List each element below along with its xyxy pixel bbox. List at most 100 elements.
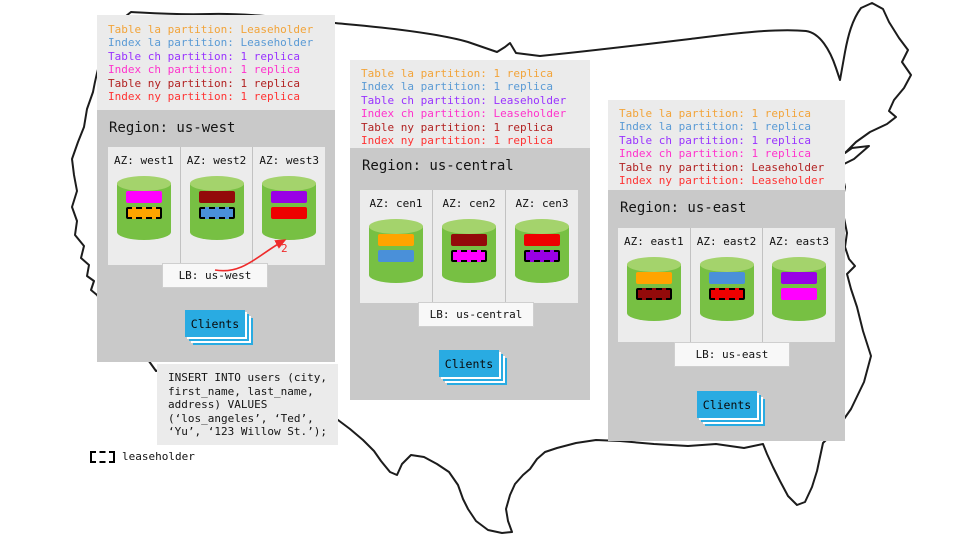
database-node-icon [369,219,423,283]
insert-routing-arrow [214,239,287,272]
az-column: AZ: west1 [108,147,180,265]
az-label: AZ: west2 [186,154,247,167]
partition-replica-bar [708,272,745,284]
partition-replica-bar [708,288,745,300]
az-container: AZ: east1 AZ: east2 [618,228,835,342]
partition-legend-row: Table ch partition: 1 replica [619,133,812,147]
partition-replica-bar [524,250,560,262]
partition-legend-row: Index ch partition: 1 replica [619,147,812,161]
cylinder-top [116,176,171,191]
partition-replica-bar [271,207,308,219]
cylinder-top [369,219,423,234]
partition-legend-row: Table ny partition: Leaseholder [619,160,825,174]
sql-line: (‘los_angeles’, ‘Ted’, [168,411,314,425]
cylinder-top [515,219,569,234]
partition-legend-row: Table la partition: Leaseholder [108,23,314,36]
partition-legend-row: Index ny partition: Leaseholder [619,174,825,188]
partition-legend-row: Table ch partition: Leaseholder [361,93,567,107]
cylinder-top [262,176,317,191]
partition-replica-bar [524,234,560,246]
partition-replica-bar [378,250,414,262]
az-label: AZ: east2 [696,235,757,248]
partition-replica-bar [198,207,235,219]
partition-legend-row: Index ch partition: 1 replica [108,63,301,77]
region-panel-us-west: Region: us-west AZ: west1 AZ: west2 [97,110,335,362]
partition-legend-us-east: Table la partition: 1 replica Index la p… [608,100,845,190]
partition-replica-bar [271,191,308,203]
partition-legend-us-west: Table la partition: Leaseholder Index la… [97,15,335,110]
partition-replica-bar [635,288,672,300]
partition-replica-bar [125,207,162,219]
leaseholder-key: leaseholder [90,450,195,463]
cylinder-top [189,176,244,191]
partition-legend-row: Index la partition: Leaseholder [108,36,314,50]
database-node-icon [189,176,244,240]
database-node-icon [699,257,754,321]
load-balancer-box: LB: us-east [674,342,790,367]
leaseholder-key-label: leaseholder [122,450,195,463]
az-label: AZ: east3 [769,235,829,248]
region-panel-us-east: Region: us-east AZ: east1 AZ: east2 [608,190,845,441]
partition-legend-row: Table ny partition: 1 replica [361,120,554,134]
partition-replica-bar [378,234,414,246]
az-label: AZ: west1 [114,154,174,167]
clients-box: Clients [697,391,757,418]
az-column: AZ: cen3 [505,190,578,303]
sql-line: ‘Yu’, ‘123 Willow St.’); [168,425,327,439]
load-balancer-box: LB: us-west [162,263,268,288]
partition-legend-row: Index la partition: 1 replica [619,120,812,134]
region-panel-us-central: Region: us-central AZ: cen1 AZ: cen2 [350,148,590,400]
partition-replica-bar [198,191,235,203]
az-column: AZ: east2 [689,228,763,342]
az-container: AZ: cen1 AZ: cen2 [360,190,578,303]
database-node-icon [626,257,681,321]
partition-legend-row: Index ch partition: Leaseholder [361,107,567,121]
az-column: AZ: east1 [618,228,690,342]
partition-legend-row: Table la partition: 1 replica [361,67,554,80]
replica-count-label: 2 [281,242,288,255]
sql-line: INSERT INTO users (city, [168,371,327,384]
partition-legend-row: Index ny partition: 1 replica [361,134,554,148]
partition-replica-bar [781,288,818,300]
clients-box: Clients [185,310,245,337]
sql-insert-note: INSERT INTO users (city, first_name, las… [157,364,338,445]
region-title: Region: us-west [109,120,236,136]
az-label: AZ: east1 [624,235,684,248]
leaseholder-swatch-icon [90,450,115,463]
load-balancer-box: LB: us-central [418,302,534,327]
partition-legend-row: Index la partition: 1 replica [361,80,554,94]
az-container: AZ: west1 AZ: west2 [108,147,325,265]
clients-box: Clients [439,350,499,377]
az-column: AZ: west2 [179,147,253,265]
az-label: AZ: west3 [259,154,319,167]
database-node-icon [116,176,171,240]
az-column: AZ: cen2 [432,190,505,303]
az-column: AZ: east3 [762,228,835,342]
az-column: AZ: cen1 [360,190,432,303]
az-column: AZ: west3 [252,147,325,265]
cylinder-top [699,257,754,272]
az-label: AZ: cen1 [369,197,423,210]
partition-legend-row: Table ny partition: 1 replica [108,76,301,90]
database-node-icon [442,219,496,283]
sql-line: address) VALUES [168,398,268,412]
az-label: AZ: cen3 [515,197,569,210]
partition-replica-bar [781,272,818,284]
cylinder-top [626,257,681,272]
partition-legend-row: Index ny partition: 1 replica [108,90,301,104]
partition-replica-bar [125,191,162,203]
partition-legend-row: Table ch partition: 1 replica [108,49,301,63]
partition-replica-bar [451,250,487,262]
sql-line: first_name, last_name, [168,384,314,398]
cylinder-top [772,257,827,272]
database-node-icon [262,176,317,240]
partition-replica-bar [451,234,487,246]
database-node-icon [515,219,569,283]
az-label: AZ: cen2 [442,197,496,210]
partition-replica-bar [635,272,672,284]
partition-legend-row: Table la partition: 1 replica [619,107,812,120]
database-node-icon [772,257,827,321]
cylinder-top [442,219,496,234]
region-title: Region: us-central [362,158,514,174]
